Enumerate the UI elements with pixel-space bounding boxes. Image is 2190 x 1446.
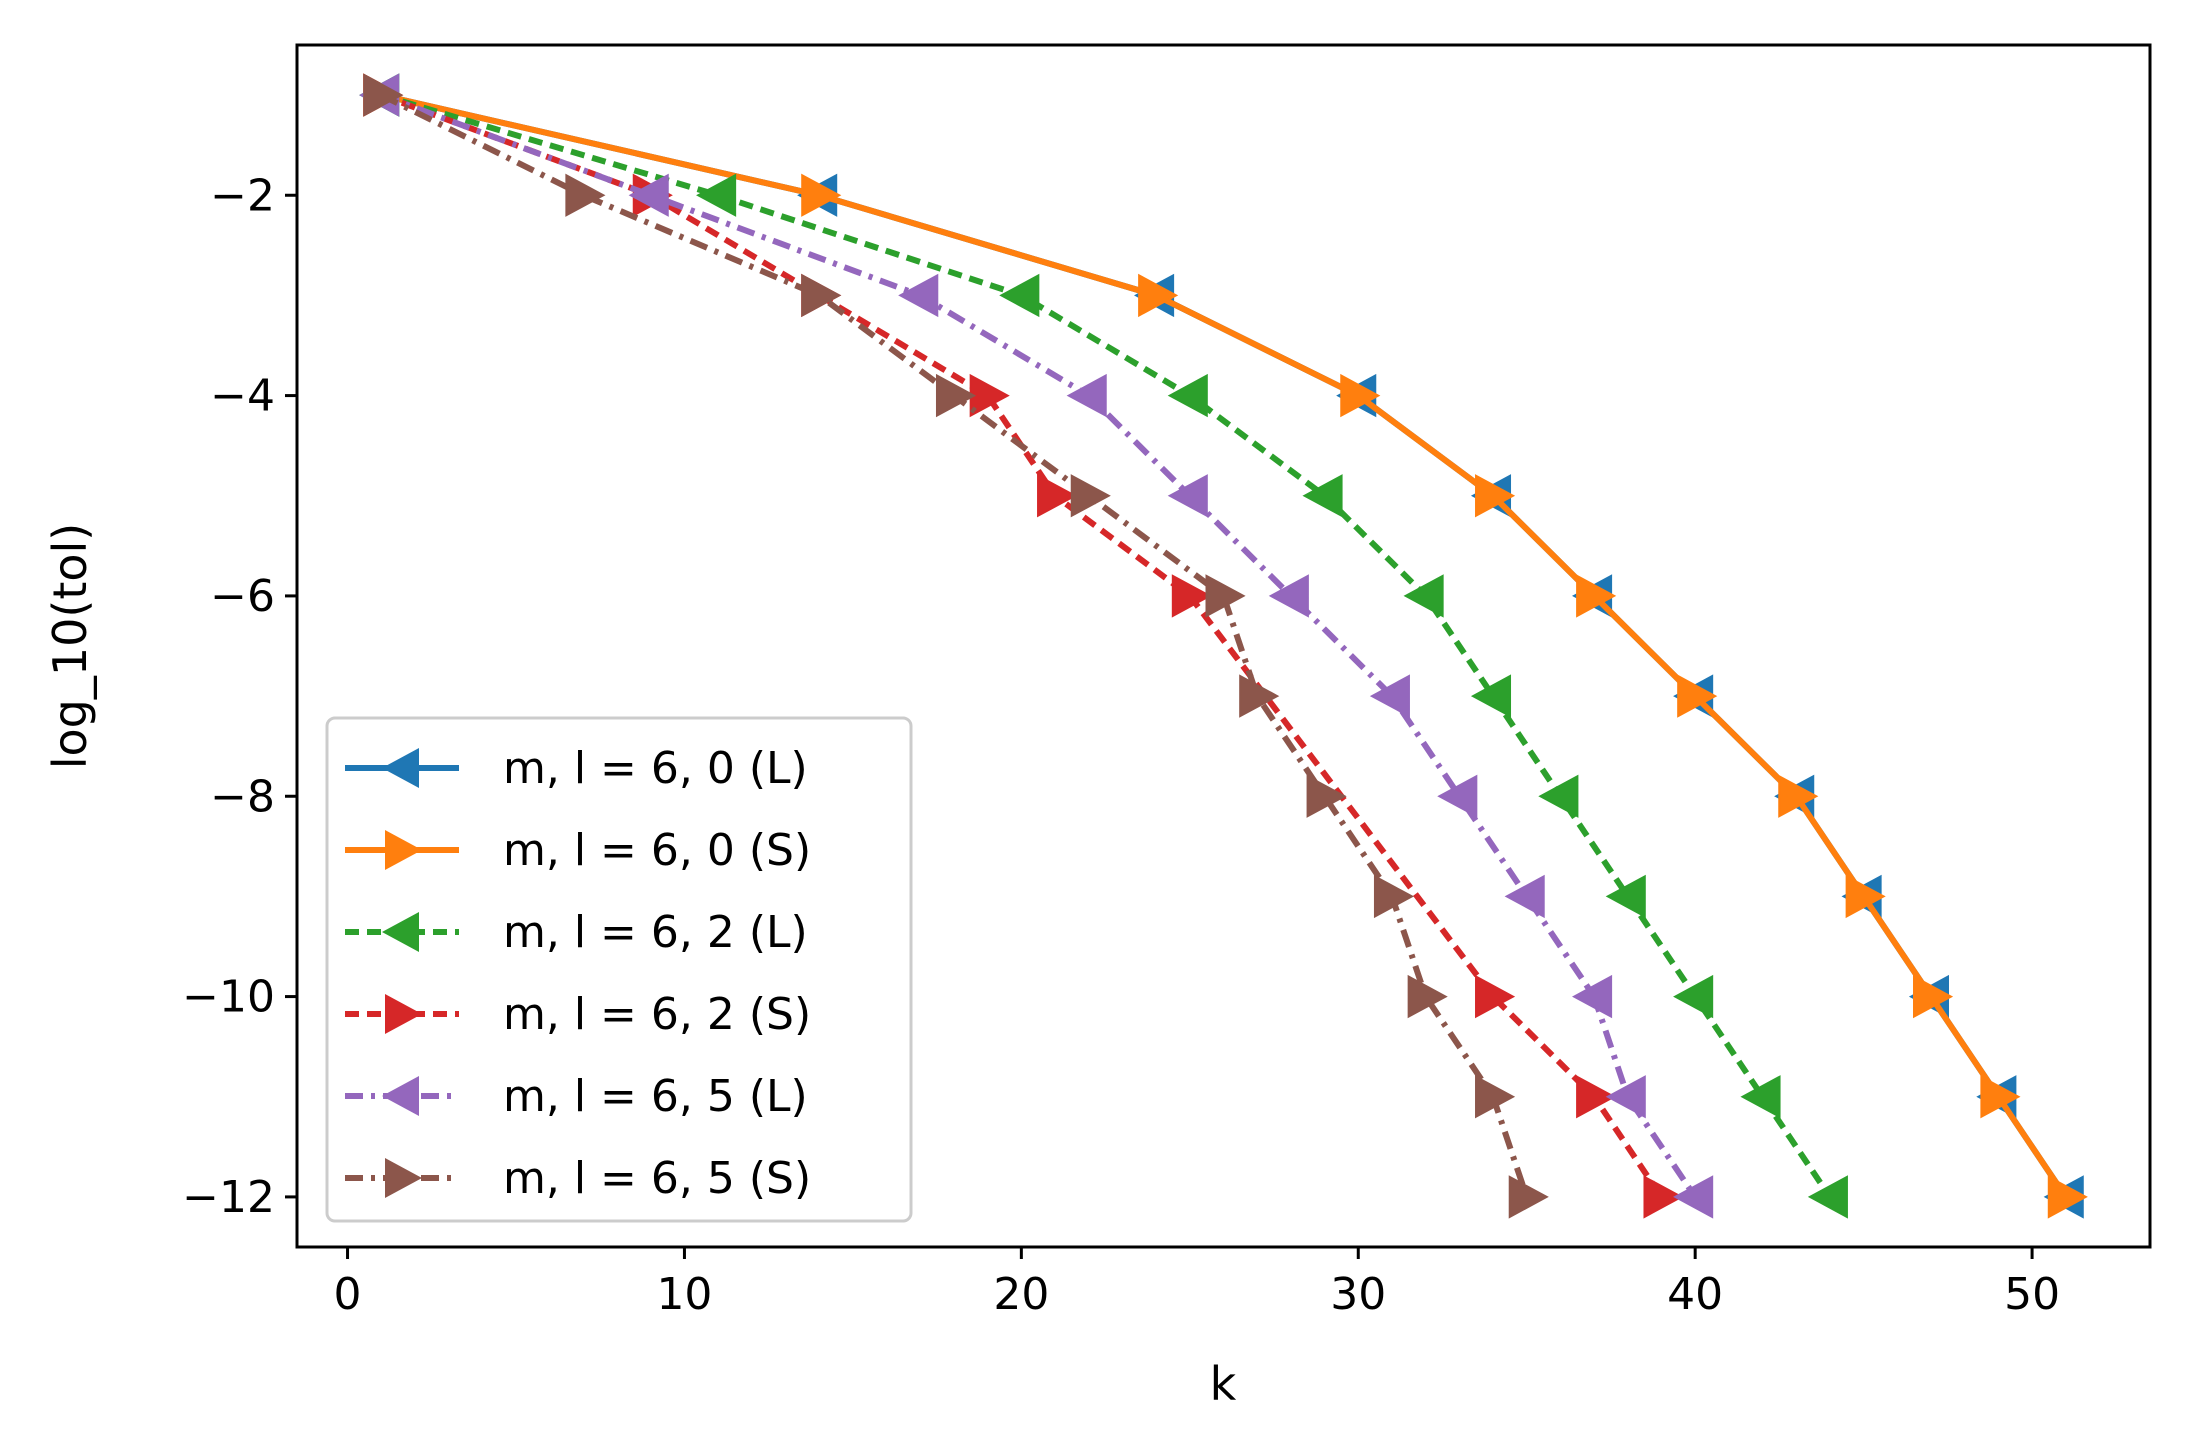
data-point [1508,1175,1549,1219]
data-point [1475,1075,1516,1119]
y-tick-label: −4 [210,371,275,422]
series-layer [359,73,2088,1219]
legend-label: m, l = 6, 2 (S) [503,989,811,1040]
legend-label: m, l = 6, 0 (L) [503,743,808,794]
legend-marker [385,1158,422,1198]
x-tick-label: 10 [656,1269,712,1320]
plot-frame [295,43,2152,1249]
x-tick-label: 20 [993,1269,1049,1320]
data-point [2047,1175,2088,1219]
legend-box [325,716,913,1223]
data-point [696,173,737,217]
data-point [1576,1075,1617,1119]
series-1 [363,73,2088,1219]
y-tick-label: −12 [182,1172,275,1223]
legend-label: m, l = 6, 0 (S) [503,825,811,876]
data-point [1913,974,1954,1019]
data-point [1369,674,1410,718]
data-point [1571,974,1613,1019]
x-tick-label: 50 [2004,1269,2060,1320]
data-point [1167,373,1208,418]
x-tick-label: 30 [1330,1269,1386,1320]
data-point [1845,874,1886,919]
y-tick-label: −10 [182,972,275,1023]
data-point [363,73,404,117]
data-point [1403,574,1444,618]
data-point [801,273,842,318]
data-point [1239,674,1280,718]
data-point [1980,1075,2021,1119]
data-point [1167,474,1208,518]
x-axis-label: k [1210,1357,1237,1411]
legend-label: m, l = 6, 5 (S) [503,1153,811,1204]
data-point [1373,874,1415,919]
data-point [801,173,842,217]
data-point [1643,1175,1684,1219]
legend-item: m, l = 6, 5 (L) [345,1071,808,1122]
legend-marker [382,912,419,952]
legend-marker [382,1076,419,1116]
legend-item: m, l = 6, 0 (S) [345,825,811,876]
data-point [1807,1175,1848,1219]
data-point [1605,874,1646,919]
data-point [628,173,669,217]
data-point [1475,974,1516,1019]
y-tick-label: −6 [210,571,275,622]
series-2 [359,73,1848,1219]
data-point [1677,674,1718,718]
data-point [1605,1075,1646,1119]
data-point [1778,774,1819,818]
legend: m, l = 6, 0 (L) m, l = 6, 0 (S) m, l = 6, … [325,716,913,1223]
ticks-layer: 0 10 20 30 40 50 −2 −4 −6 −8 −10 −12 [182,170,2060,1320]
data-point [1306,774,1347,818]
legend-item: m, l = 6, 0 (L) [345,743,808,794]
y-tick-label: −8 [210,771,275,822]
data-point [1268,574,1309,618]
data-point [1302,474,1343,518]
data-point [935,373,977,418]
data-point [565,173,606,217]
y-axis-label: log_10(tol) [43,523,97,770]
series-4 [359,73,1714,1219]
data-point [1740,1075,1781,1119]
legend-label: m, l = 6, 5 (L) [503,1071,808,1122]
legend-marker [385,830,422,870]
data-point [1475,474,1516,518]
data-point [1205,574,1246,618]
legend-marker [385,994,422,1034]
data-point [1437,774,1478,818]
series-5 [363,73,1549,1219]
data-point [898,273,939,318]
x-tick-label: 40 [1667,1269,1723,1320]
data-point [1504,874,1545,919]
data-point [1673,1175,1714,1219]
series-line [380,92,2069,1199]
data-point [1066,373,1107,418]
legend-item: m, l = 6, 2 (L) [345,907,808,958]
data-point [1171,574,1212,618]
data-point [1538,774,1579,818]
data-point [1037,474,1078,518]
data-point [1576,574,1617,618]
data-point [1070,474,1111,518]
data-point [1673,974,1714,1019]
data-point [1407,974,1448,1019]
legend-item: m, l = 6, 2 (S) [345,989,811,1040]
legend-label: m, l = 6, 2 (L) [503,907,808,958]
data-point [999,273,1040,318]
legend-marker [382,748,419,788]
series-line [379,92,1530,1198]
data-point [1470,674,1512,718]
data-point [1340,373,1381,418]
x-tick-label: 0 [334,1269,362,1320]
y-tick-label: −2 [210,170,275,221]
legend-item: m, l = 6, 5 (S) [345,1153,811,1204]
data-point [1138,273,1179,318]
